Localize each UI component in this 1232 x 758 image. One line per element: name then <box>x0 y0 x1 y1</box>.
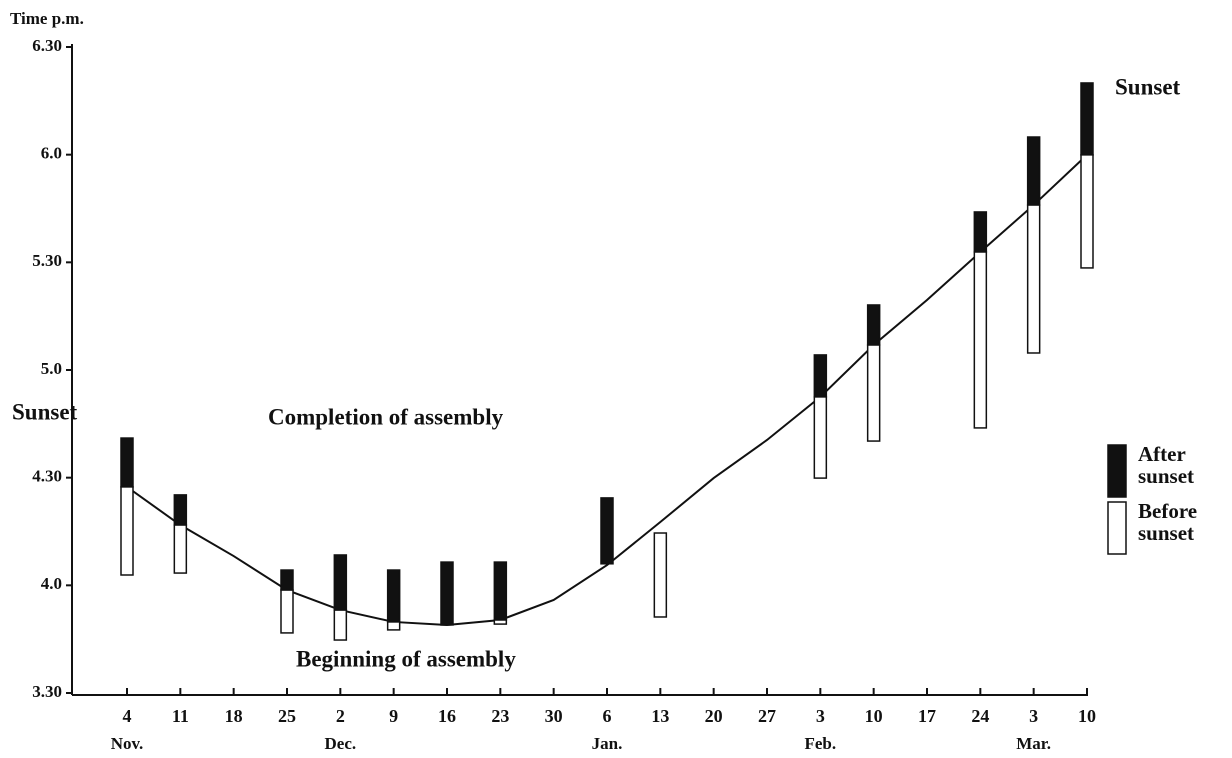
y-axis-label: Time p.m. <box>10 9 84 28</box>
x-tick-label: 9 <box>389 706 398 726</box>
bar-segment <box>386 569 401 623</box>
x-tick-label: 10 <box>1078 706 1096 726</box>
x-tick-label: 10 <box>865 706 883 726</box>
bar-segment <box>813 354 828 398</box>
legend-label: After sunset <box>1138 442 1195 488</box>
bar-segment <box>1026 204 1041 354</box>
bar-segment <box>866 344 881 442</box>
bar-segment <box>333 554 348 611</box>
bar-segment <box>600 497 614 565</box>
y-tick-label: 4.0 <box>41 574 62 593</box>
annotation: Completion of assembly <box>268 404 504 429</box>
x-tick-label: 17 <box>918 706 936 726</box>
x-tick-label: 20 <box>705 706 723 726</box>
bar-segment <box>973 251 988 429</box>
legend-swatch <box>1107 501 1127 555</box>
x-tick-label: 4 <box>123 706 132 726</box>
bar-segment <box>1080 154 1094 269</box>
x-tick-label: 25 <box>278 706 296 726</box>
bar-segment <box>493 619 508 625</box>
bar-segment <box>386 621 401 631</box>
y-tick-label: 5.0 <box>41 359 62 378</box>
x-tick-label: 30 <box>545 706 563 726</box>
legend-label: Before sunset <box>1138 499 1198 545</box>
x-tick-label: 3 <box>816 706 825 726</box>
y-tick-label: 5.30 <box>32 251 62 270</box>
annotation: Beginning of assembly <box>296 646 516 671</box>
legend-swatch <box>1107 444 1127 498</box>
bar-segment <box>813 396 828 479</box>
x-tick-label: 27 <box>758 706 776 726</box>
bar-segment <box>173 524 188 574</box>
bar-segment <box>280 589 294 634</box>
x-tick-label: 13 <box>651 706 669 726</box>
x-tick-label: 24 <box>971 706 989 726</box>
bar-segment <box>653 532 668 618</box>
month-label: Dec. <box>325 734 357 753</box>
bar-segment <box>120 437 134 488</box>
x-tick-label: 2 <box>336 706 345 726</box>
month-label: Feb. <box>805 734 837 753</box>
y-tick-label: 4.30 <box>32 467 62 486</box>
y-tick-label: 6.30 <box>32 36 62 55</box>
month-label: Jan. <box>592 734 623 753</box>
bar-segment <box>440 561 454 626</box>
bar-segment <box>1080 82 1094 156</box>
bar-segment <box>173 494 188 526</box>
x-tick-label: 6 <box>603 706 612 726</box>
month-label: Mar. <box>1016 734 1051 753</box>
x-tick-label: 3 <box>1029 706 1038 726</box>
month-label: Nov. <box>111 734 144 753</box>
bar-segment <box>973 211 988 253</box>
y-tick-label: 6.0 <box>41 144 62 163</box>
annotation: Sunset <box>12 399 78 424</box>
bar-segment <box>866 304 881 346</box>
annotation: Sunset <box>1115 74 1181 99</box>
bar-segment <box>1026 136 1041 206</box>
x-tick-label: 16 <box>438 706 456 726</box>
y-tick-label: 3.30 <box>32 682 62 701</box>
bar-segment <box>493 561 508 621</box>
bar-segment <box>120 486 134 576</box>
x-tick-label: 11 <box>172 706 189 726</box>
bar-segment <box>333 609 348 641</box>
x-tick-label: 18 <box>225 706 243 726</box>
bar-segment <box>280 569 294 591</box>
x-tick-label: 23 <box>491 706 509 726</box>
